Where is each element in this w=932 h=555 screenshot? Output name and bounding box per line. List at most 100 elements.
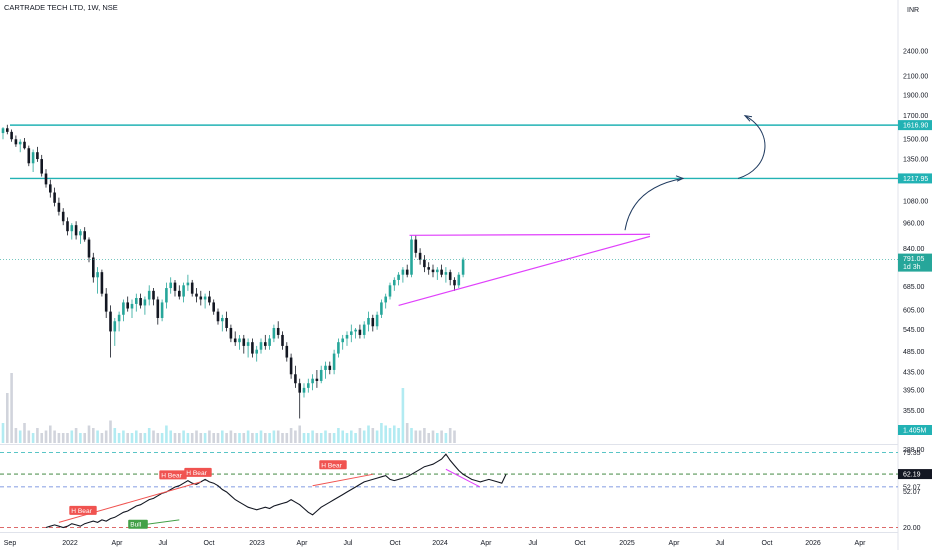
volume-bar (27, 430, 31, 443)
volume-bar (6, 393, 9, 443)
volume-bar (216, 433, 220, 443)
time-tick-label: Apr (669, 540, 681, 547)
volume-bar (255, 433, 258, 443)
candle-body (113, 321, 117, 332)
volume-bar (405, 423, 409, 443)
volume-bar (23, 423, 26, 443)
volume-bar (130, 433, 134, 443)
candle-body (61, 211, 65, 222)
time-tick-label: 2026 (805, 540, 821, 547)
volume-bar (208, 430, 211, 443)
candle-body (208, 296, 211, 303)
volume-bar (160, 433, 164, 443)
time-tick-label: Apr (481, 540, 493, 547)
signal-label: H Bear (186, 470, 207, 477)
candle-body (388, 285, 392, 297)
candle-body (328, 365, 332, 370)
volume-bar (341, 430, 344, 443)
candle-body (375, 314, 379, 327)
volume-bar (182, 430, 185, 443)
volume-bar (448, 428, 452, 443)
candle-body (190, 282, 194, 294)
signal-label-bg (159, 470, 187, 480)
time-tick-label: Jul (529, 540, 538, 547)
volume-bar (367, 425, 370, 443)
candle-body (79, 231, 82, 236)
volume-bar (49, 425, 52, 443)
projection-arrow-head (675, 175, 685, 182)
candle-body (70, 225, 74, 232)
volume-bar (285, 433, 289, 443)
candle-body (169, 282, 172, 289)
volume-bar (268, 433, 271, 443)
volume-bar (440, 430, 443, 443)
volume-bar (83, 433, 86, 443)
volume-bar (436, 433, 439, 443)
volume-bar (272, 430, 276, 443)
volume-bar (1, 423, 5, 443)
candle-body (453, 279, 456, 286)
candle-body (418, 252, 422, 260)
volume-tag-bg (898, 425, 932, 435)
price-tick-label: 485.00 (903, 349, 925, 356)
candle-body (57, 202, 61, 212)
candle-body (199, 296, 203, 300)
candle-body (203, 296, 207, 300)
candle-body (66, 221, 69, 232)
volume-bar (225, 433, 228, 443)
time-tick-label: 2023 (249, 540, 265, 547)
volume-bar (66, 433, 69, 443)
candle-body (100, 272, 104, 294)
candle-body (233, 338, 237, 343)
signal-label-bg (128, 519, 148, 529)
volume-tag-label: 1.405M (903, 428, 927, 435)
candle-body (294, 374, 297, 384)
candle-body (319, 369, 323, 381)
candle-body (285, 345, 289, 358)
price-tick-label: 2400.00 (903, 48, 928, 55)
rsi-divergence-line (58, 481, 201, 523)
volume-bar (350, 430, 353, 443)
volume-bar (328, 433, 332, 443)
candle-body (302, 387, 306, 393)
candle-body (423, 259, 426, 268)
volume-bar (311, 430, 314, 443)
candle-body (186, 282, 190, 286)
volume-bar (246, 430, 250, 443)
candle-body (276, 327, 280, 335)
volume-bar (10, 373, 13, 443)
candle-body (358, 329, 362, 335)
candle-body (83, 231, 86, 240)
candle-body (251, 342, 254, 354)
candle-body (173, 282, 177, 291)
time-tick-label: Apr (855, 540, 867, 547)
volume-bar (152, 430, 155, 443)
price-tag-bg (898, 173, 932, 184)
price-tick-label: 1350.00 (903, 157, 928, 164)
volume-bar (319, 433, 323, 443)
candle-body (350, 331, 353, 335)
volume-bar (104, 430, 108, 443)
candle-body (96, 272, 99, 278)
volume-bar (354, 433, 357, 443)
volume-bar (203, 433, 207, 443)
volume-bar (315, 433, 319, 443)
candle-body (182, 285, 185, 297)
candle-body (92, 257, 95, 278)
candle-body (341, 338, 344, 343)
volume-bar (281, 433, 284, 443)
volume-bar (173, 433, 177, 443)
price-tick-label: 605.00 (903, 308, 925, 315)
candle-body (281, 334, 284, 346)
volume-bar (221, 430, 224, 443)
volume-bar (393, 425, 396, 443)
price-tick-label: 545.00 (903, 327, 925, 334)
candle-body (165, 288, 168, 303)
volume-bar (165, 425, 168, 443)
volume-bar (122, 430, 125, 443)
candle-body (337, 342, 340, 354)
price-tick-label: 2100.00 (903, 73, 928, 80)
volume-bar (113, 428, 117, 443)
